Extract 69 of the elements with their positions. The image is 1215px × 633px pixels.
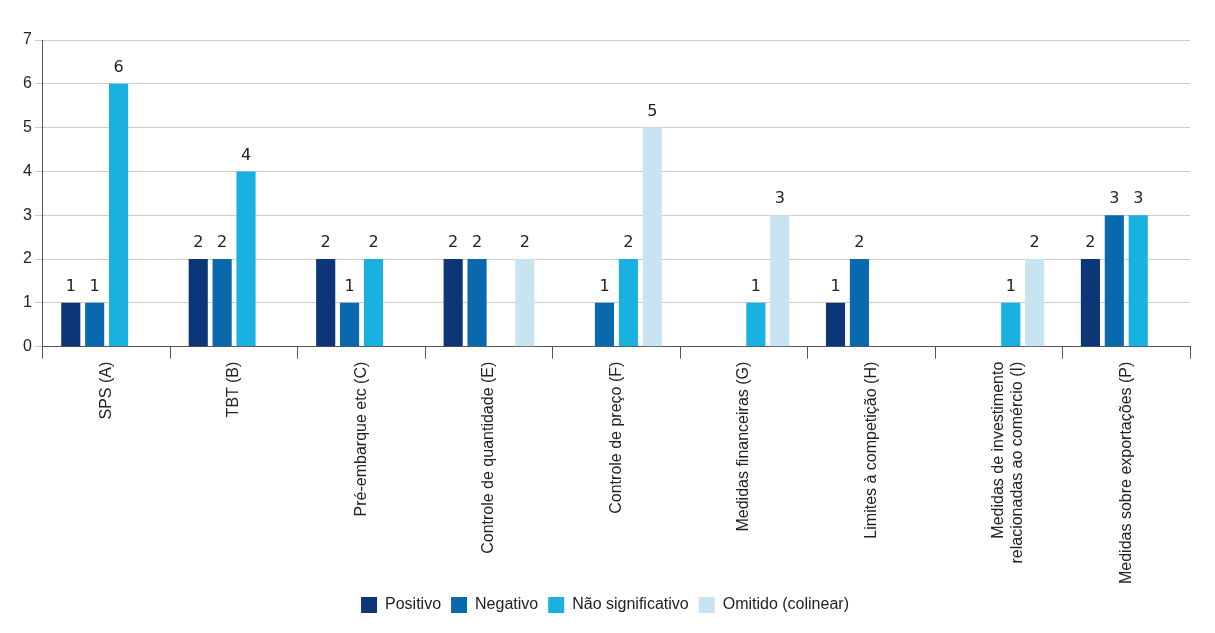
- data-label: 4: [240, 144, 252, 164]
- x-tick-label: Medidas sobre exportações (P): [1116, 361, 1134, 584]
- x-tick-label: SPS (A): [97, 361, 115, 420]
- x-tick-label: Pré-embarque etc (C): [351, 361, 369, 517]
- x-tick-label: TBT (B): [224, 361, 242, 418]
- data-label: 1: [65, 276, 76, 296]
- bar: [1001, 302, 1021, 347]
- legend-label: Negativo: [475, 595, 539, 613]
- bar: [61, 302, 81, 347]
- legend-label: Omitido (colinear): [722, 595, 849, 613]
- data-label: 2: [471, 232, 483, 252]
- x-tick-label: Controle de preço (F): [606, 361, 624, 514]
- data-label: 2: [320, 232, 331, 252]
- bar: [849, 259, 869, 347]
- bar: [1104, 215, 1124, 347]
- bar: [212, 259, 232, 347]
- bar: [109, 83, 129, 347]
- bar: [316, 259, 336, 347]
- data-label: 1: [1005, 276, 1016, 296]
- bar: [467, 259, 487, 347]
- y-tick-label: 3: [22, 205, 32, 223]
- bar: [363, 259, 384, 347]
- data-label: 2: [217, 232, 228, 252]
- data-label: 3: [774, 188, 785, 208]
- y-tick-label: 4: [22, 161, 32, 179]
- bar: [188, 259, 208, 347]
- data-label: 2: [519, 232, 530, 252]
- x-tick-label: Controle de quantidade (E): [479, 361, 497, 554]
- data-label: 1: [89, 276, 100, 296]
- bar: [594, 302, 615, 347]
- y-tick-label: 0: [22, 337, 32, 355]
- bar: [825, 302, 846, 347]
- x-tick-label: Limites à competição (H): [861, 361, 879, 539]
- bar: [236, 171, 256, 347]
- y-tick-label: 2: [22, 249, 32, 267]
- bar: [340, 302, 360, 347]
- bar: [85, 302, 105, 347]
- data-label: 1: [750, 276, 761, 296]
- bar: [746, 302, 766, 347]
- bar: [770, 215, 790, 347]
- data-label: 2: [1085, 232, 1096, 252]
- data-label: 1: [344, 276, 355, 296]
- data-label: 2: [1029, 232, 1040, 252]
- y-tick-label: 7: [22, 30, 32, 48]
- bar: [1128, 215, 1148, 347]
- data-label: 2: [193, 232, 204, 252]
- x-tick-label: Medidas de investimento relacionadas ao comércio (I): [989, 361, 1026, 564]
- y-tick-label: 5: [22, 118, 32, 136]
- data-label: 2: [854, 232, 865, 252]
- data-label: 6: [113, 56, 124, 76]
- data-label: 3: [1133, 188, 1144, 208]
- x-tick-label: Medidas financeiras (G): [734, 361, 752, 532]
- bar: [618, 259, 638, 347]
- bar: [1080, 259, 1100, 347]
- data-label: 5: [647, 100, 658, 120]
- y-tick-label: 6: [22, 74, 32, 92]
- legend-label: Não significativo: [572, 595, 689, 613]
- bar: [515, 259, 535, 347]
- data-label: 3: [1109, 188, 1120, 208]
- bar: [1025, 259, 1045, 347]
- data-label: 1: [830, 276, 841, 296]
- data-label: 2: [368, 232, 379, 252]
- data-label: 2: [448, 232, 459, 252]
- legend-label: Positivo: [385, 595, 442, 613]
- data-label: 2: [623, 232, 634, 252]
- y-tick-label: 1: [22, 293, 32, 311]
- bar: [642, 127, 662, 347]
- bar: [443, 259, 463, 347]
- data-label: 1: [599, 276, 610, 296]
